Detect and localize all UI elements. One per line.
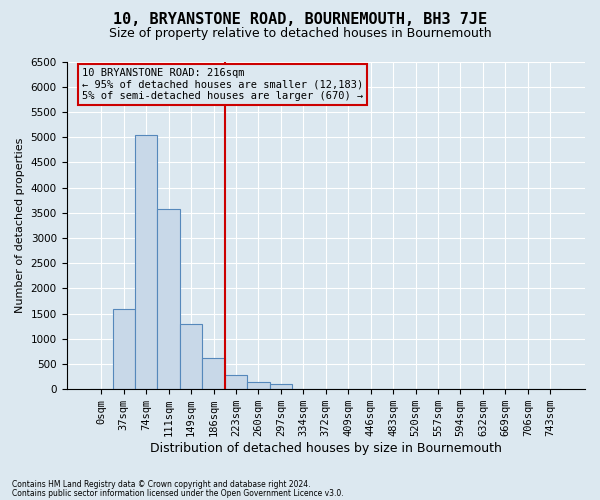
Text: Contains HM Land Registry data © Crown copyright and database right 2024.: Contains HM Land Registry data © Crown c… xyxy=(12,480,311,489)
Text: 10 BRYANSTONE ROAD: 216sqm
← 95% of detached houses are smaller (12,183)
5% of s: 10 BRYANSTONE ROAD: 216sqm ← 95% of deta… xyxy=(82,68,364,102)
Bar xyxy=(225,375,247,389)
Bar xyxy=(202,358,225,389)
X-axis label: Distribution of detached houses by size in Bournemouth: Distribution of detached houses by size … xyxy=(150,442,502,455)
Bar xyxy=(157,208,180,389)
Bar xyxy=(113,308,135,389)
Y-axis label: Number of detached properties: Number of detached properties xyxy=(15,138,25,313)
Bar xyxy=(135,134,157,389)
Text: 10, BRYANSTONE ROAD, BOURNEMOUTH, BH3 7JE: 10, BRYANSTONE ROAD, BOURNEMOUTH, BH3 7J… xyxy=(113,12,487,28)
Text: Size of property relative to detached houses in Bournemouth: Size of property relative to detached ho… xyxy=(109,28,491,40)
Text: Contains public sector information licensed under the Open Government Licence v3: Contains public sector information licen… xyxy=(12,488,344,498)
Bar xyxy=(247,382,269,389)
Bar xyxy=(180,324,202,389)
Bar xyxy=(269,384,292,389)
